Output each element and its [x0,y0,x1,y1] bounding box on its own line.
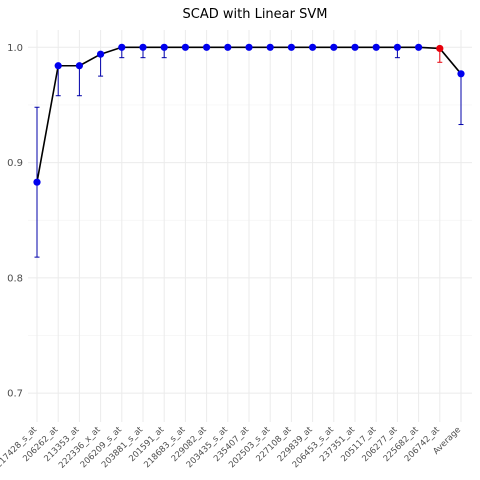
data-point [160,43,168,51]
data-points [33,43,465,186]
data-point [415,43,423,51]
data-point [139,43,147,51]
data-point [181,43,189,51]
data-point [75,62,83,70]
data-point [351,43,359,51]
grid [28,30,472,422]
data-point [372,43,380,51]
data-point [330,43,338,51]
data-point [33,178,41,186]
data-point [203,43,211,51]
y-tick-label: 0.9 [7,158,23,169]
data-point [54,62,62,70]
y-tick-label: 0.8 [7,273,23,284]
data-point-highlighted [436,44,444,53]
chart-title: SCAD with Linear SVM [183,7,328,22]
x-axis-ticks: 217428_s_at206262_at213353_at222336_x_at… [0,425,463,471]
data-point [457,70,465,78]
data-point [266,43,274,51]
y-tick-label: 1.0 [7,43,23,54]
data-point [97,50,105,58]
data-point [393,43,401,51]
data-point [224,43,232,51]
data-point [245,43,253,51]
data-point [287,43,295,51]
data-point [309,43,317,51]
y-tick-label: 0.7 [7,389,23,400]
data-point [118,43,126,51]
y-axis-ticks: 0.7 0.8 0.9 1.0 [7,43,23,400]
